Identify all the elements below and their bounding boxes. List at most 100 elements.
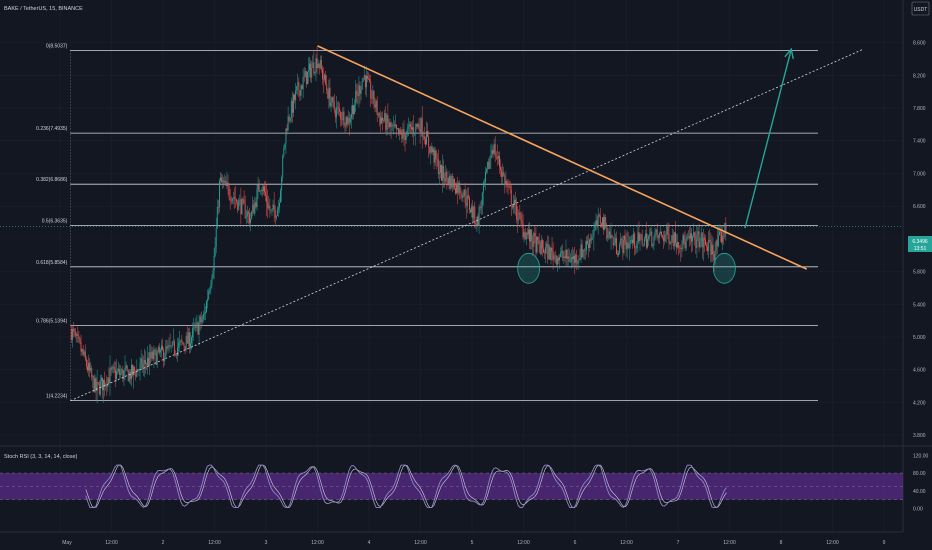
candle-body [642,244,644,246]
time-tick-label: 12:00 [208,540,221,546]
candle-body [132,364,133,376]
drawings[interactable] [70,45,864,402]
candle-body [172,341,174,342]
candle-body [253,204,255,214]
candle-body [216,206,218,229]
candle-body [600,223,602,227]
candle-body [283,148,285,156]
candle-body [362,77,364,82]
candle-body [337,107,338,108]
stoch-rsi-pane[interactable]: 120.00 80.00 40.00 0.00 [0,453,929,513]
candle-body [663,237,665,242]
candle-body [496,157,498,159]
projection-arrow[interactable] [744,48,792,229]
candle-body [609,231,611,239]
candle-body [529,229,530,242]
candle-body [686,236,688,239]
support-marker[interactable] [712,252,736,284]
candle-body [258,184,260,192]
candle-body [724,222,726,237]
candle-body [323,79,324,80]
candle-body [482,182,484,193]
candle-body [289,118,291,121]
candle-body [115,371,117,380]
candle-body [649,234,651,237]
currency-badge[interactable]: USDT [911,1,930,16]
candle-body [224,180,226,183]
stoch-rsi-title[interactable]: Stoch RSI (3, 3, 14, 14, close) [4,454,78,460]
candle-body [419,128,421,134]
candle-body [338,107,339,109]
fibonacci-retracement[interactable]: 0(8.5037) 0.236(7.4935) 0.382(6.8686) 0.5(6… [0,43,903,401]
candle-body [357,94,359,97]
candle-body [106,384,108,387]
candle-body [630,239,632,241]
candle-body [443,166,445,179]
candle-body [329,87,331,107]
candle-body [479,207,481,209]
candle-body [152,351,154,360]
candle-body [379,116,381,124]
candle-body [182,342,184,345]
candle-body [643,238,645,245]
symbol-title[interactable]: BAKE / TetherUS, 15, BINANCE [4,6,83,12]
candle-body [495,156,497,158]
candle-body [518,212,520,221]
time-axis[interactable]: May 12:00 2 12:00 3 12:00 4 12:00 5 12:00 6 12:00 7 1… [62,540,885,546]
candle-body [215,228,217,247]
candle-body [485,171,486,183]
stoch-rsi-d-line [85,464,727,508]
price-tick-label: 4.200 [913,400,926,406]
candle-body [483,182,485,183]
candle-body [504,175,506,185]
candle-body [96,382,98,391]
candle-body [120,372,122,375]
price-tick-label: 7.000 [913,171,926,177]
dotted-trendline[interactable] [70,48,864,402]
candle-body [543,248,544,253]
candle-body [206,301,208,313]
candle-body [403,129,405,135]
candle-body [388,122,390,128]
candle-body [462,195,464,198]
candle-body [612,236,614,246]
candle-body [433,148,435,163]
candle-body [148,357,150,366]
candle-body [647,239,648,248]
candle-body [319,60,321,69]
candle-body [136,369,138,377]
candle-body [349,118,351,123]
candle-body [159,349,161,353]
candle-body [382,117,383,121]
time-tick-label: 12:00 [414,540,427,546]
candle-body [279,202,280,208]
candle-body [620,238,622,245]
candle-body [614,238,616,243]
support-marker[interactable] [517,252,541,284]
candlestick-series [70,46,727,404]
candle-body [260,189,262,191]
candle-body [203,313,205,315]
candle-body [611,235,613,237]
candle-body [481,192,483,206]
candle-body [79,338,81,342]
candle-body [592,236,594,238]
price-tick-label: 5.400 [913,302,926,308]
candle-body [551,247,553,252]
candle-body [384,113,386,121]
candle-body [446,171,448,179]
candle-body [256,189,258,208]
candle-body [431,146,433,153]
candle-body [180,339,182,341]
candle-body [318,63,320,69]
candle-body [589,239,591,248]
candle-body [544,252,545,254]
candle-body [321,69,323,80]
candle-body [207,299,209,302]
candle-body [350,113,352,119]
descending-trendline[interactable] [317,45,808,270]
candle-body [153,349,155,360]
candle-body [512,204,514,208]
candle-body [77,333,79,337]
